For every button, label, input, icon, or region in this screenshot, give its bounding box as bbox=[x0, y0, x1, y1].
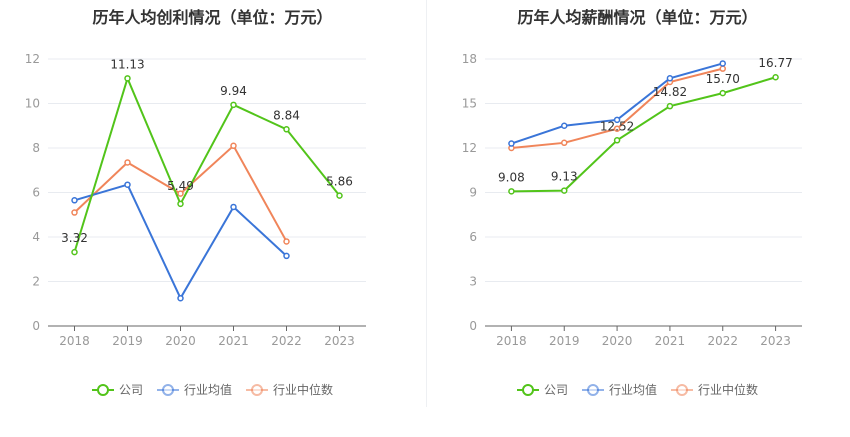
x-tick-label: 2020 bbox=[602, 334, 633, 348]
x-tick-label: 2023 bbox=[324, 334, 355, 348]
x-tick-label: 2018 bbox=[59, 334, 90, 348]
data-point-company[interactable] bbox=[508, 188, 515, 195]
legend-company-marker-icon bbox=[516, 383, 539, 396]
panel-divider bbox=[426, 0, 427, 407]
x-tick-label: 2021 bbox=[655, 334, 686, 348]
legend-industry-avg-marker-icon bbox=[156, 383, 179, 396]
y-tick-label: 9 bbox=[469, 186, 477, 200]
data-point-company[interactable] bbox=[71, 248, 78, 256]
series-line-company bbox=[511, 76, 776, 193]
data-point-company[interactable] bbox=[666, 102, 674, 110]
data-label: 5.86 bbox=[326, 175, 353, 189]
data-point-industry-median[interactable] bbox=[177, 190, 184, 197]
data-point-industry-avg[interactable] bbox=[561, 122, 568, 129]
data-point-industry-avg[interactable] bbox=[613, 116, 621, 124]
y-tick-label: 18 bbox=[462, 52, 477, 66]
data-point-company[interactable] bbox=[613, 137, 621, 144]
chart-title: 历年人均薪酬情况（单位：万元） bbox=[517, 8, 758, 27]
x-tick-label: 2023 bbox=[760, 334, 791, 348]
data-point-company[interactable] bbox=[336, 192, 343, 199]
data-label: 9.13 bbox=[551, 170, 578, 184]
legend-item-industry-avg[interactable]: 行业均值 bbox=[156, 381, 232, 398]
series-line-company bbox=[73, 75, 341, 253]
y-tick-label: 12 bbox=[25, 52, 40, 66]
data-label: 3.32 bbox=[61, 231, 88, 245]
data-point-industry-avg[interactable] bbox=[230, 203, 237, 211]
y-tick-label: 12 bbox=[462, 141, 477, 155]
data-point-industry-median[interactable] bbox=[230, 142, 237, 150]
legend-item-industry-median[interactable]: 行业中位数 bbox=[246, 381, 333, 398]
x-tick-label: 2018 bbox=[496, 334, 527, 348]
data-point-industry-median[interactable] bbox=[719, 65, 726, 72]
chart-legend: 公司 行业均值 行业中位数 bbox=[0, 381, 425, 398]
legend-industry-median-marker-icon bbox=[671, 383, 693, 396]
legend-company-label: 公司 bbox=[543, 383, 568, 397]
profit-line-chart: 0 2 4 6 8 10 12 2018 2019 2020 2021 2022 2023 3.32 11.… bbox=[25, 52, 366, 348]
y-tick-label: 4 bbox=[32, 230, 40, 244]
data-label: 12.52 bbox=[600, 119, 634, 133]
y-tick-label: 8 bbox=[32, 141, 40, 155]
data-point-company[interactable] bbox=[772, 73, 779, 81]
data-point-industry-median[interactable] bbox=[561, 139, 568, 147]
legend-industry-avg-label: 行业均值 bbox=[608, 383, 657, 397]
x-tick-label: 2022 bbox=[707, 334, 738, 348]
data-label: 14.82 bbox=[653, 85, 687, 99]
legend-industry-avg-label: 行业均值 bbox=[183, 383, 232, 397]
data-point-industry-avg[interactable] bbox=[719, 60, 726, 67]
y-tick-label: 6 bbox=[469, 230, 477, 244]
profit-chart-panel: 历年人均创利情况（单位：万元） 0 2 4 6 8 10 12 2018 2019 2020 202… bbox=[0, 8, 425, 398]
y-tick-label: 3 bbox=[469, 275, 477, 289]
data-label: 15.70 bbox=[706, 72, 740, 86]
data-point-industry-avg[interactable] bbox=[508, 140, 515, 147]
data-point-industry-median[interactable] bbox=[613, 125, 621, 132]
data-point-industry-median[interactable] bbox=[124, 159, 131, 166]
data-point-company[interactable] bbox=[124, 75, 131, 82]
y-tick-label: 0 bbox=[32, 319, 40, 333]
data-label: 16.77 bbox=[758, 56, 792, 70]
salary-chart-panel: 历年人均薪酬情况（单位：万元） 0 3 6 9 12 15 18 2018 2019 2020 20… bbox=[425, 0, 850, 437]
chart-title: 历年人均创利情况（单位：万元） bbox=[92, 8, 333, 27]
legend-item-company[interactable]: 公司 bbox=[516, 381, 568, 398]
y-tick-label: 10 bbox=[25, 97, 40, 111]
data-point-industry-median[interactable] bbox=[71, 209, 78, 216]
data-label: 5.49 bbox=[167, 179, 194, 193]
series-line-industry-median bbox=[511, 67, 723, 149]
legend-industry-median-label: 行业中位数 bbox=[698, 383, 759, 397]
data-label: 8.84 bbox=[273, 108, 300, 122]
legend-company-label: 公司 bbox=[118, 383, 143, 397]
x-tick-label: 2019 bbox=[549, 334, 580, 348]
data-point-industry-avg[interactable] bbox=[177, 294, 184, 302]
data-point-industry-avg[interactable] bbox=[283, 252, 290, 260]
data-point-industry-avg[interactable] bbox=[71, 197, 78, 204]
x-tick-label: 2022 bbox=[271, 334, 302, 348]
legend-item-industry-median[interactable]: 行业中位数 bbox=[671, 381, 758, 398]
x-tick-label: 2019 bbox=[112, 334, 143, 348]
legend-industry-avg-marker-icon bbox=[581, 383, 604, 396]
data-point-industry-avg[interactable] bbox=[666, 75, 674, 82]
data-label: 9.08 bbox=[498, 170, 525, 184]
data-point-industry-median[interactable] bbox=[283, 238, 290, 245]
legend-item-company[interactable]: 公司 bbox=[91, 381, 143, 398]
data-label: 9.94 bbox=[220, 84, 247, 98]
data-point-company[interactable] bbox=[283, 126, 290, 133]
data-point-company[interactable] bbox=[719, 89, 726, 97]
legend-industry-median-marker-icon bbox=[246, 383, 268, 396]
data-point-company[interactable] bbox=[561, 187, 568, 194]
x-tick-label: 2021 bbox=[218, 334, 249, 348]
data-label: 11.13 bbox=[110, 57, 144, 71]
chart-legend: 公司 行业均值 行业中位数 bbox=[425, 381, 850, 398]
data-point-company[interactable] bbox=[177, 200, 184, 208]
legend-industry-median-label: 行业中位数 bbox=[273, 383, 334, 397]
data-point-company[interactable] bbox=[230, 101, 237, 109]
legend-item-industry-avg[interactable]: 行业均值 bbox=[581, 381, 657, 398]
y-tick-label: 15 bbox=[462, 97, 477, 111]
data-point-industry-avg[interactable] bbox=[124, 181, 131, 188]
y-tick-label: 2 bbox=[32, 275, 40, 289]
legend-company-marker-icon bbox=[91, 383, 114, 396]
y-tick-label: 6 bbox=[32, 186, 40, 200]
y-tick-label: 0 bbox=[469, 319, 477, 333]
salary-line-chart: 0 3 6 9 12 15 18 2018 2019 2020 2021 2022 2023 9.08 9.… bbox=[462, 52, 802, 348]
x-tick-label: 2020 bbox=[165, 334, 196, 348]
